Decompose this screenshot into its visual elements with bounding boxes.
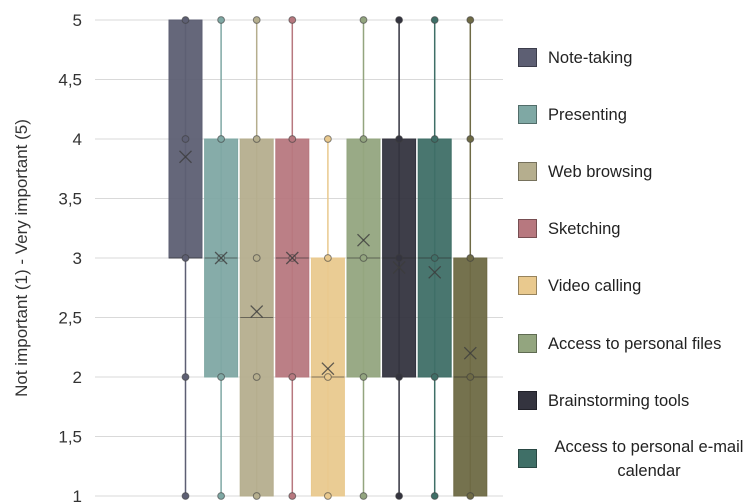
- boxes: [168, 16, 488, 500]
- box-web-browsing: [239, 16, 274, 500]
- data-point: [181, 492, 190, 500]
- data-point: [288, 135, 297, 143]
- data-point: [181, 373, 190, 381]
- data-point: [217, 135, 226, 143]
- mean-marker: [392, 261, 406, 274]
- legend-swatch: [518, 391, 537, 410]
- data-point: [252, 492, 261, 500]
- legend-label: Access to personal e-mail calendar: [554, 438, 744, 480]
- legend-swatch: [518, 48, 537, 67]
- data-point: [395, 254, 404, 262]
- data-point: [430, 254, 439, 262]
- legend-swatch: [518, 162, 537, 181]
- y-axis-tick-labels: 1 1,5 2 2,5 3 3,5 4 4,5 5: [58, 11, 82, 504]
- legend-label: Access to personal files: [548, 335, 722, 353]
- y-tick-label: 1: [73, 487, 82, 504]
- data-point: [395, 135, 404, 143]
- mean-marker: [285, 251, 299, 265]
- data-point: [430, 16, 439, 24]
- data-point: [217, 373, 226, 381]
- data-point: [395, 16, 404, 24]
- data-point: [324, 492, 332, 500]
- box-access-to-personal-files: [346, 16, 381, 500]
- data-point: [288, 373, 297, 381]
- data-point: [466, 254, 475, 262]
- data-point: [217, 16, 226, 24]
- y-axis-label: Not important (1) - Very important (5): [12, 119, 31, 397]
- data-point: [217, 492, 226, 500]
- data-point: [359, 373, 368, 381]
- y-tick-label: 4,5: [58, 71, 82, 90]
- legend-swatch: [518, 276, 537, 295]
- legend-label: Video calling: [548, 277, 642, 295]
- y-tick-label: 1,5: [58, 428, 82, 447]
- data-point: [466, 373, 475, 381]
- box-note-taking: [168, 16, 203, 500]
- y-tick-label: 4: [73, 130, 82, 149]
- legend-label: Brainstorming tools: [548, 392, 690, 410]
- data-point: [181, 254, 190, 262]
- data-point: [359, 254, 368, 262]
- box-video-calling: [310, 135, 345, 500]
- data-point: [324, 135, 332, 143]
- data-point: [359, 492, 368, 500]
- legend-label: Web browsing: [548, 163, 653, 181]
- mean-marker: [463, 346, 477, 360]
- data-point: [466, 135, 475, 143]
- legend-swatch: [518, 334, 537, 353]
- data-point: [395, 492, 404, 500]
- mean-marker: [250, 305, 264, 319]
- data-point: [466, 492, 475, 500]
- data-point: [252, 16, 261, 24]
- box-sketching: [275, 16, 310, 500]
- mean-marker: [179, 150, 192, 164]
- data-point: [430, 135, 439, 143]
- data-point: [252, 254, 261, 262]
- mean-marker: [428, 265, 442, 279]
- box-presenting: [204, 16, 239, 500]
- legend-label: Note-taking: [548, 49, 633, 67]
- data-point: [288, 16, 297, 24]
- data-point: [252, 373, 261, 381]
- data-point: [395, 373, 404, 381]
- y-tick-label: 5: [73, 11, 82, 30]
- y-tick-label: 2,5: [58, 309, 82, 328]
- legend-label: Presenting: [548, 106, 627, 124]
- data-point: [466, 16, 475, 24]
- data-point: [430, 373, 439, 381]
- data-point: [252, 135, 261, 143]
- y-tick-label: 2: [73, 368, 82, 387]
- y-tick-label: 3,5: [58, 190, 82, 209]
- mean-marker: [357, 233, 370, 247]
- legend-swatch: [518, 105, 537, 124]
- box-access-to-personal-e-mail-calendar: [417, 16, 452, 500]
- mean-marker: [321, 362, 335, 376]
- legend-swatch: [518, 449, 537, 468]
- y-tick-label: 3: [73, 249, 82, 268]
- box-brainstorming-tools: [382, 16, 417, 500]
- mean-marker: [214, 251, 228, 265]
- data-point: [430, 492, 439, 500]
- data-point: [324, 254, 332, 262]
- legend-swatch: [518, 219, 537, 238]
- data-point: [359, 16, 368, 24]
- data-point: [181, 16, 190, 24]
- data-point: [359, 135, 368, 143]
- box-unnamed: [453, 16, 488, 500]
- legend-label: Sketching: [548, 220, 621, 238]
- data-point: [181, 135, 190, 143]
- data-point: [324, 373, 332, 381]
- data-point: [288, 492, 297, 500]
